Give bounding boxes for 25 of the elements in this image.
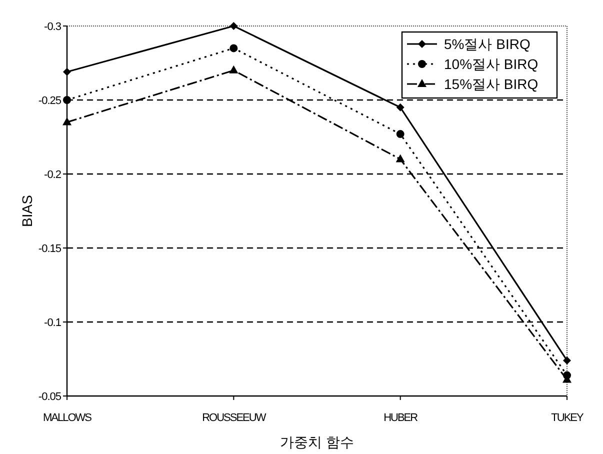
- y-tick-label: -0.2: [44, 169, 62, 181]
- point: [563, 356, 571, 364]
- point: [63, 68, 71, 76]
- point: [396, 154, 405, 162]
- x-tick-label: HUBER: [384, 412, 418, 424]
- x-tick-label: TUKEY: [551, 412, 584, 424]
- point: [396, 130, 404, 138]
- x-tick-label: ROUSSEEUW: [202, 412, 267, 424]
- legend-label: 15%절사 BIRQ: [444, 76, 538, 92]
- point: [230, 22, 238, 30]
- x-tick-label: MALLOWS: [42, 412, 92, 424]
- legend-label: 5%절사 BIRQ: [444, 36, 530, 52]
- y-tick-label: -0.3: [44, 21, 62, 33]
- point: [396, 103, 404, 112]
- x-axis-title: 가중치 함수: [280, 434, 354, 450]
- point: [63, 96, 71, 104]
- point: [229, 65, 238, 74]
- y-axis-title: BIAS: [19, 195, 35, 227]
- y-tick-label: -0.1: [44, 317, 62, 329]
- point: [62, 117, 72, 126]
- legend-label: 10%절사 BIRQ: [444, 56, 538, 72]
- y-tick-label: -0.05: [38, 391, 62, 403]
- point: [230, 44, 238, 52]
- y-tick-label: -0.25: [38, 95, 62, 107]
- y-tick-label: -0.15: [38, 243, 62, 255]
